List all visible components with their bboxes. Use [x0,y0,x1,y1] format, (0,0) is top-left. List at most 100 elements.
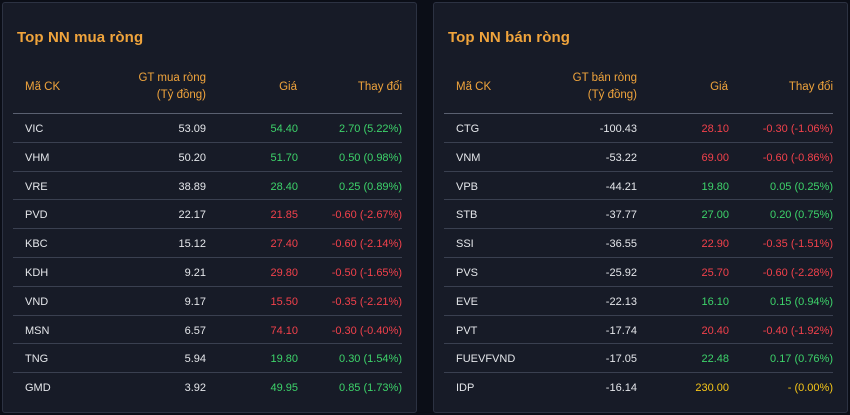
price-change: -0.30 (-1.06%) [762,123,833,135]
net-value: 15.12 [178,238,206,251]
net-value: 9.21 [184,266,206,279]
panel-title: Top NN bán ròng [448,29,571,46]
header-change: Thay đổi [357,81,402,93]
net-value: 38.89 [178,180,206,193]
stock-code: KBC [25,238,48,251]
header-net-value-line1: GT mua ròng [138,72,206,84]
stock-code: PVT [456,324,478,337]
header-code: Mã CK [25,81,61,93]
stock-code: IDP [456,382,475,395]
header-net-value-line1: GT bán ròng [572,72,637,84]
price: 20.40 [701,324,729,337]
stock-code: VHM [25,151,50,164]
header-code: Mã CK [456,81,492,93]
header-price: Giá [279,81,297,93]
table-row[interactable]: STB -37.77 27.00 0.20 (0.75%) [444,199,833,228]
net-value: -22.13 [605,295,637,308]
price-change: -0.60 (-2.28%) [762,266,833,279]
price: 49.95 [270,382,298,395]
header-net-value-line2: (Tỷ đồng) [587,89,637,101]
stock-code: VNM [456,151,481,164]
price: 29.80 [270,266,298,279]
price-change: 0.20 (0.75%) [770,209,833,222]
net-value: -100.43 [599,123,637,135]
stock-code: STB [456,209,478,222]
price-change: -0.60 (-2.67%) [331,209,402,222]
table-row[interactable]: VND 9.17 15.50 -0.35 (-2.21%) [13,285,402,315]
stock-code: PVD [25,209,48,222]
net-value: -53.22 [605,151,637,164]
table-row[interactable]: CTG -100.43 28.10 -0.30 (-1.06%) [444,113,833,142]
table-body: VIC 53.09 54.40 2.70 (5.22%) VHM 50.20 51.70 0.… [13,113,402,401]
stock-code: VRE [25,180,48,193]
price-change: -0.30 (-0.40%) [331,324,402,337]
table-header: Mã CK GT bán ròng (Tỷ đồng) Giá Thay đổi [444,65,833,111]
price: 28.10 [701,123,729,135]
net-value: -37.77 [605,209,637,222]
table-row[interactable]: PVD 22.17 21.85 -0.60 (-2.67%) [13,199,402,228]
net-value: 3.92 [184,382,206,395]
price: 22.48 [701,353,729,366]
price-change: -0.35 (-2.21%) [331,295,402,308]
price-change: -0.40 (-1.92%) [762,324,833,337]
price-change: -0.35 (-1.51%) [762,238,833,251]
net-value: 53.09 [178,123,206,135]
price: 74.10 [270,324,298,337]
stock-code: MSN [25,324,50,337]
stock-code: CTG [456,123,480,135]
net-value: -17.05 [605,353,637,366]
price: 51.70 [270,151,298,164]
top-foreign-net-sell-panel: Top NN bán ròng Mã CK GT bán ròng (Tỷ đồ… [433,2,848,413]
table-row[interactable]: FUEVFVND -17.05 22.48 0.17 (0.76%) [444,343,833,372]
net-value: 9.17 [184,295,206,308]
stock-code: GMD [25,382,51,395]
price-change: 0.85 (1.73%) [339,382,402,395]
price: 21.85 [270,209,298,222]
table-row[interactable]: KBC 15.12 27.40 -0.60 (-2.14%) [13,228,402,257]
net-value: -17.74 [605,324,637,337]
price: 54.40 [270,123,298,135]
table-row[interactable]: VHM 50.20 51.70 0.50 (0.98%) [13,141,402,171]
price: 27.40 [270,238,298,251]
table-row[interactable]: PVT -17.74 20.40 -0.40 (-1.92%) [444,314,833,344]
net-value: 6.57 [184,324,206,337]
net-value: 50.20 [178,151,206,164]
table-row[interactable]: VIC 53.09 54.40 2.70 (5.22%) [13,113,402,142]
table-row[interactable]: VPB -44.21 19.80 0.05 (0.25%) [444,170,833,200]
price: 22.90 [701,238,729,251]
price: 16.10 [701,295,729,308]
price: 19.80 [270,353,298,366]
table-row[interactable]: MSN 6.57 74.10 -0.30 (-0.40%) [13,314,402,344]
price: 27.00 [701,209,729,222]
stock-code: SSI [456,238,474,251]
panel-title: Top NN mua ròng [17,29,144,46]
table-row[interactable]: KDH 9.21 29.80 -0.50 (-1.65%) [13,256,402,286]
stock-code: VPB [456,180,479,193]
price: 15.50 [270,295,298,308]
table-row[interactable]: VNM -53.22 69.00 -0.60 (-0.86%) [444,141,833,171]
net-value: -16.14 [605,382,637,395]
price: 28.40 [270,180,298,193]
header-net-value: GT mua ròng (Tỷ đồng) [138,70,206,104]
top-foreign-net-buy-panel: Top NN mua ròng Mã CK GT mua ròng (Tỷ đồ… [2,2,417,413]
stock-code: EVE [456,295,479,308]
price-change: -0.60 (-2.14%) [331,238,402,251]
net-value: -25.92 [605,266,637,279]
table-row[interactable]: VRE 38.89 28.40 0.25 (0.89%) [13,170,402,200]
table-row[interactable]: TNG 5.94 19.80 0.30 (1.54%) [13,343,402,372]
table-row[interactable]: IDP -16.14 230.00 - (0.00%) [444,372,833,401]
table-header: Mã CK GT mua ròng (Tỷ đồng) Giá Thay đổi [13,65,402,111]
header-price: Giá [710,81,728,93]
table-row[interactable]: GMD 3.92 49.95 0.85 (1.73%) [13,372,402,401]
stock-code: FUEVFVND [456,353,516,366]
net-value: -44.21 [605,180,637,193]
table-row[interactable]: SSI -36.55 22.90 -0.35 (-1.51%) [444,228,833,257]
price-change: -0.60 (-0.86%) [762,151,833,164]
table-row[interactable]: EVE -22.13 16.10 0.15 (0.94%) [444,285,833,315]
header-change: Thay đổi [788,81,833,93]
header-net-value-line2: (Tỷ đồng) [156,89,206,101]
table-row[interactable]: PVS -25.92 25.70 -0.60 (-2.28%) [444,256,833,286]
price-change: 0.25 (0.89%) [339,180,402,193]
stock-code: PVS [456,266,479,279]
stock-code: KDH [25,266,49,279]
